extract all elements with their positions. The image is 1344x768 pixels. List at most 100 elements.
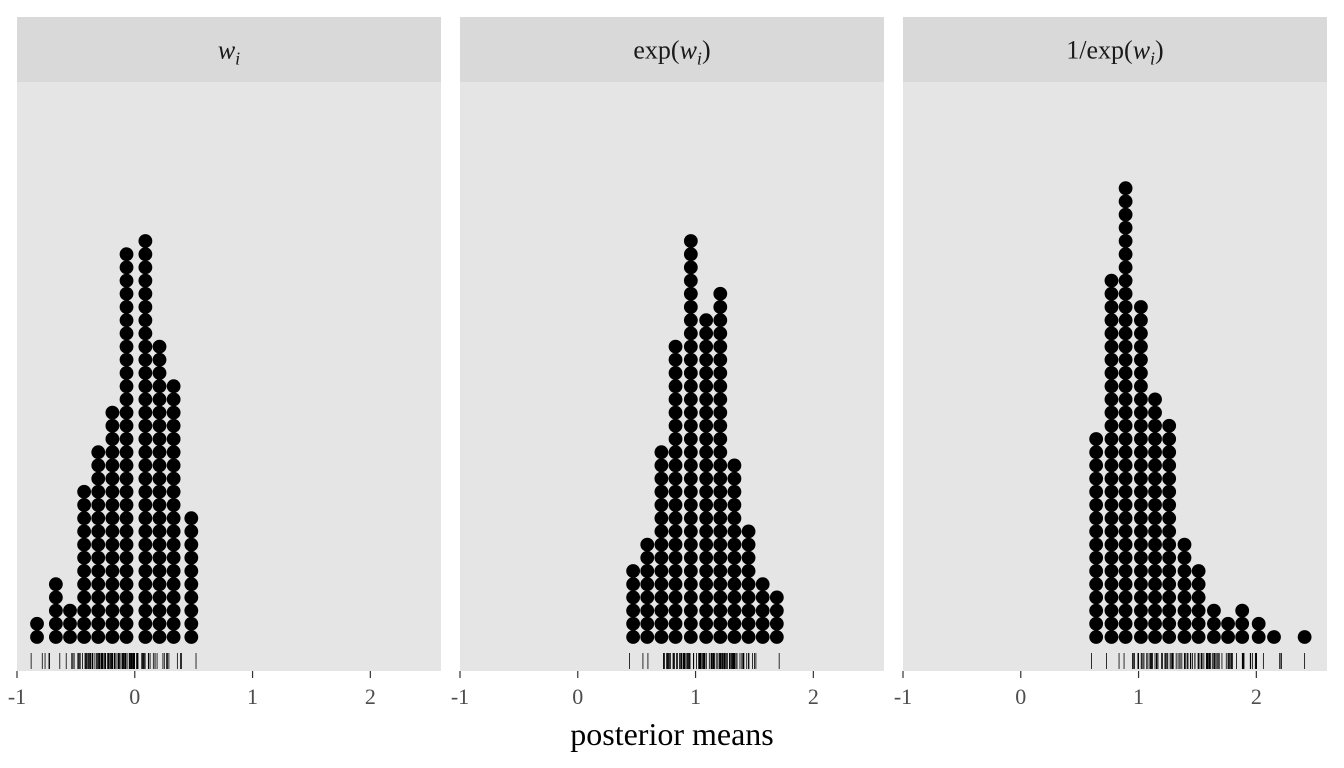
- x-tick-label: 0: [572, 684, 583, 709]
- dot-point: [668, 366, 683, 380]
- dot-point: [1191, 630, 1206, 644]
- dot-point: [63, 616, 77, 631]
- dot-point: [683, 537, 698, 552]
- dot-point: [713, 484, 728, 499]
- dot-point: [1118, 445, 1133, 460]
- dot-point: [1118, 286, 1133, 301]
- dot-point: [1191, 616, 1206, 631]
- dot-point: [699, 445, 714, 460]
- dot-point: [77, 564, 92, 578]
- dot-point: [119, 379, 134, 394]
- dot-point: [1089, 630, 1104, 644]
- dot-point: [713, 616, 728, 631]
- dot-point: [166, 498, 181, 512]
- dot-point: [699, 458, 714, 473]
- dot-point: [713, 366, 728, 380]
- dot-point: [1177, 537, 1192, 552]
- dot-point: [699, 603, 714, 618]
- dot-point: [1134, 418, 1148, 433]
- facet-strip-label: 1/exp(wi): [1066, 36, 1163, 69]
- dot-point: [1162, 471, 1177, 486]
- dot-point: [1148, 498, 1162, 512]
- dot-point: [1118, 577, 1133, 592]
- dot-point: [91, 550, 106, 565]
- x-tick-label: -1: [8, 684, 26, 709]
- dot-point: [1134, 537, 1148, 552]
- dot-point: [138, 260, 153, 275]
- dot-point: [699, 418, 714, 433]
- dot-point: [1148, 432, 1162, 446]
- dot-point: [699, 564, 714, 578]
- dot-point: [727, 498, 742, 512]
- dot-point: [119, 286, 134, 301]
- dot-point: [699, 511, 714, 526]
- dot-point: [1104, 326, 1119, 341]
- dot-point: [91, 458, 106, 473]
- dot-point: [1118, 181, 1133, 196]
- dot-point: [1104, 313, 1119, 328]
- dot-point: [741, 603, 756, 618]
- dot-point: [1104, 366, 1119, 380]
- dot-point: [1134, 603, 1148, 618]
- dot-point: [713, 498, 728, 512]
- dot-point: [152, 471, 167, 486]
- dot-point: [654, 564, 669, 578]
- dot-point: [683, 511, 698, 526]
- dot-point: [138, 432, 153, 446]
- dot-point: [1104, 603, 1119, 618]
- dot-point: [166, 550, 181, 565]
- dot-point: [1118, 550, 1133, 565]
- dot-point: [713, 550, 728, 565]
- dot-point: [119, 432, 134, 446]
- dot-point: [152, 630, 167, 644]
- dot-point: [91, 445, 106, 460]
- dot-point: [77, 577, 92, 592]
- dot-point: [713, 524, 728, 539]
- dot-point: [152, 445, 167, 460]
- dot-point: [683, 484, 698, 499]
- dot-point: [683, 524, 698, 539]
- dot-point: [1089, 484, 1104, 499]
- dot-point: [138, 590, 153, 605]
- dot-point: [683, 498, 698, 512]
- dot-point: [91, 511, 106, 526]
- dot-point: [91, 471, 106, 486]
- dot-point: [91, 537, 106, 552]
- dot-point: [668, 498, 683, 512]
- dot-point: [105, 405, 120, 420]
- dot-point: [119, 524, 134, 539]
- dot-point: [727, 550, 742, 565]
- dot-point: [105, 630, 120, 644]
- dot-point: [184, 524, 199, 539]
- dot-point: [1134, 352, 1148, 367]
- dot-point: [1221, 630, 1235, 644]
- dot-point: [683, 432, 698, 446]
- dot-point: [713, 511, 728, 526]
- dot-point: [1089, 471, 1104, 486]
- dot-point: [119, 418, 134, 433]
- dot-point: [1235, 616, 1250, 631]
- dot-point: [1104, 432, 1119, 446]
- dot-point: [683, 603, 698, 618]
- dot-point: [1104, 352, 1119, 367]
- dot-point: [1297, 630, 1312, 644]
- dot-point: [741, 564, 756, 578]
- dot-point: [1104, 273, 1119, 288]
- dot-point: [91, 564, 106, 578]
- dot-point: [1104, 550, 1119, 565]
- dot-point: [1118, 339, 1133, 354]
- dot-point: [119, 484, 134, 499]
- dot-point: [184, 603, 199, 618]
- dot-point: [1089, 511, 1104, 526]
- dot-point: [713, 300, 728, 314]
- dot-point: [1089, 550, 1104, 565]
- dot-point: [1104, 379, 1119, 394]
- dot-point: [138, 379, 153, 394]
- dot-point: [640, 616, 655, 631]
- dot-point: [184, 616, 199, 631]
- dot-point: [166, 590, 181, 605]
- dot-point: [1162, 432, 1177, 446]
- dot-point: [1235, 630, 1250, 644]
- dot-point: [119, 300, 134, 314]
- facet-strip: [460, 17, 884, 82]
